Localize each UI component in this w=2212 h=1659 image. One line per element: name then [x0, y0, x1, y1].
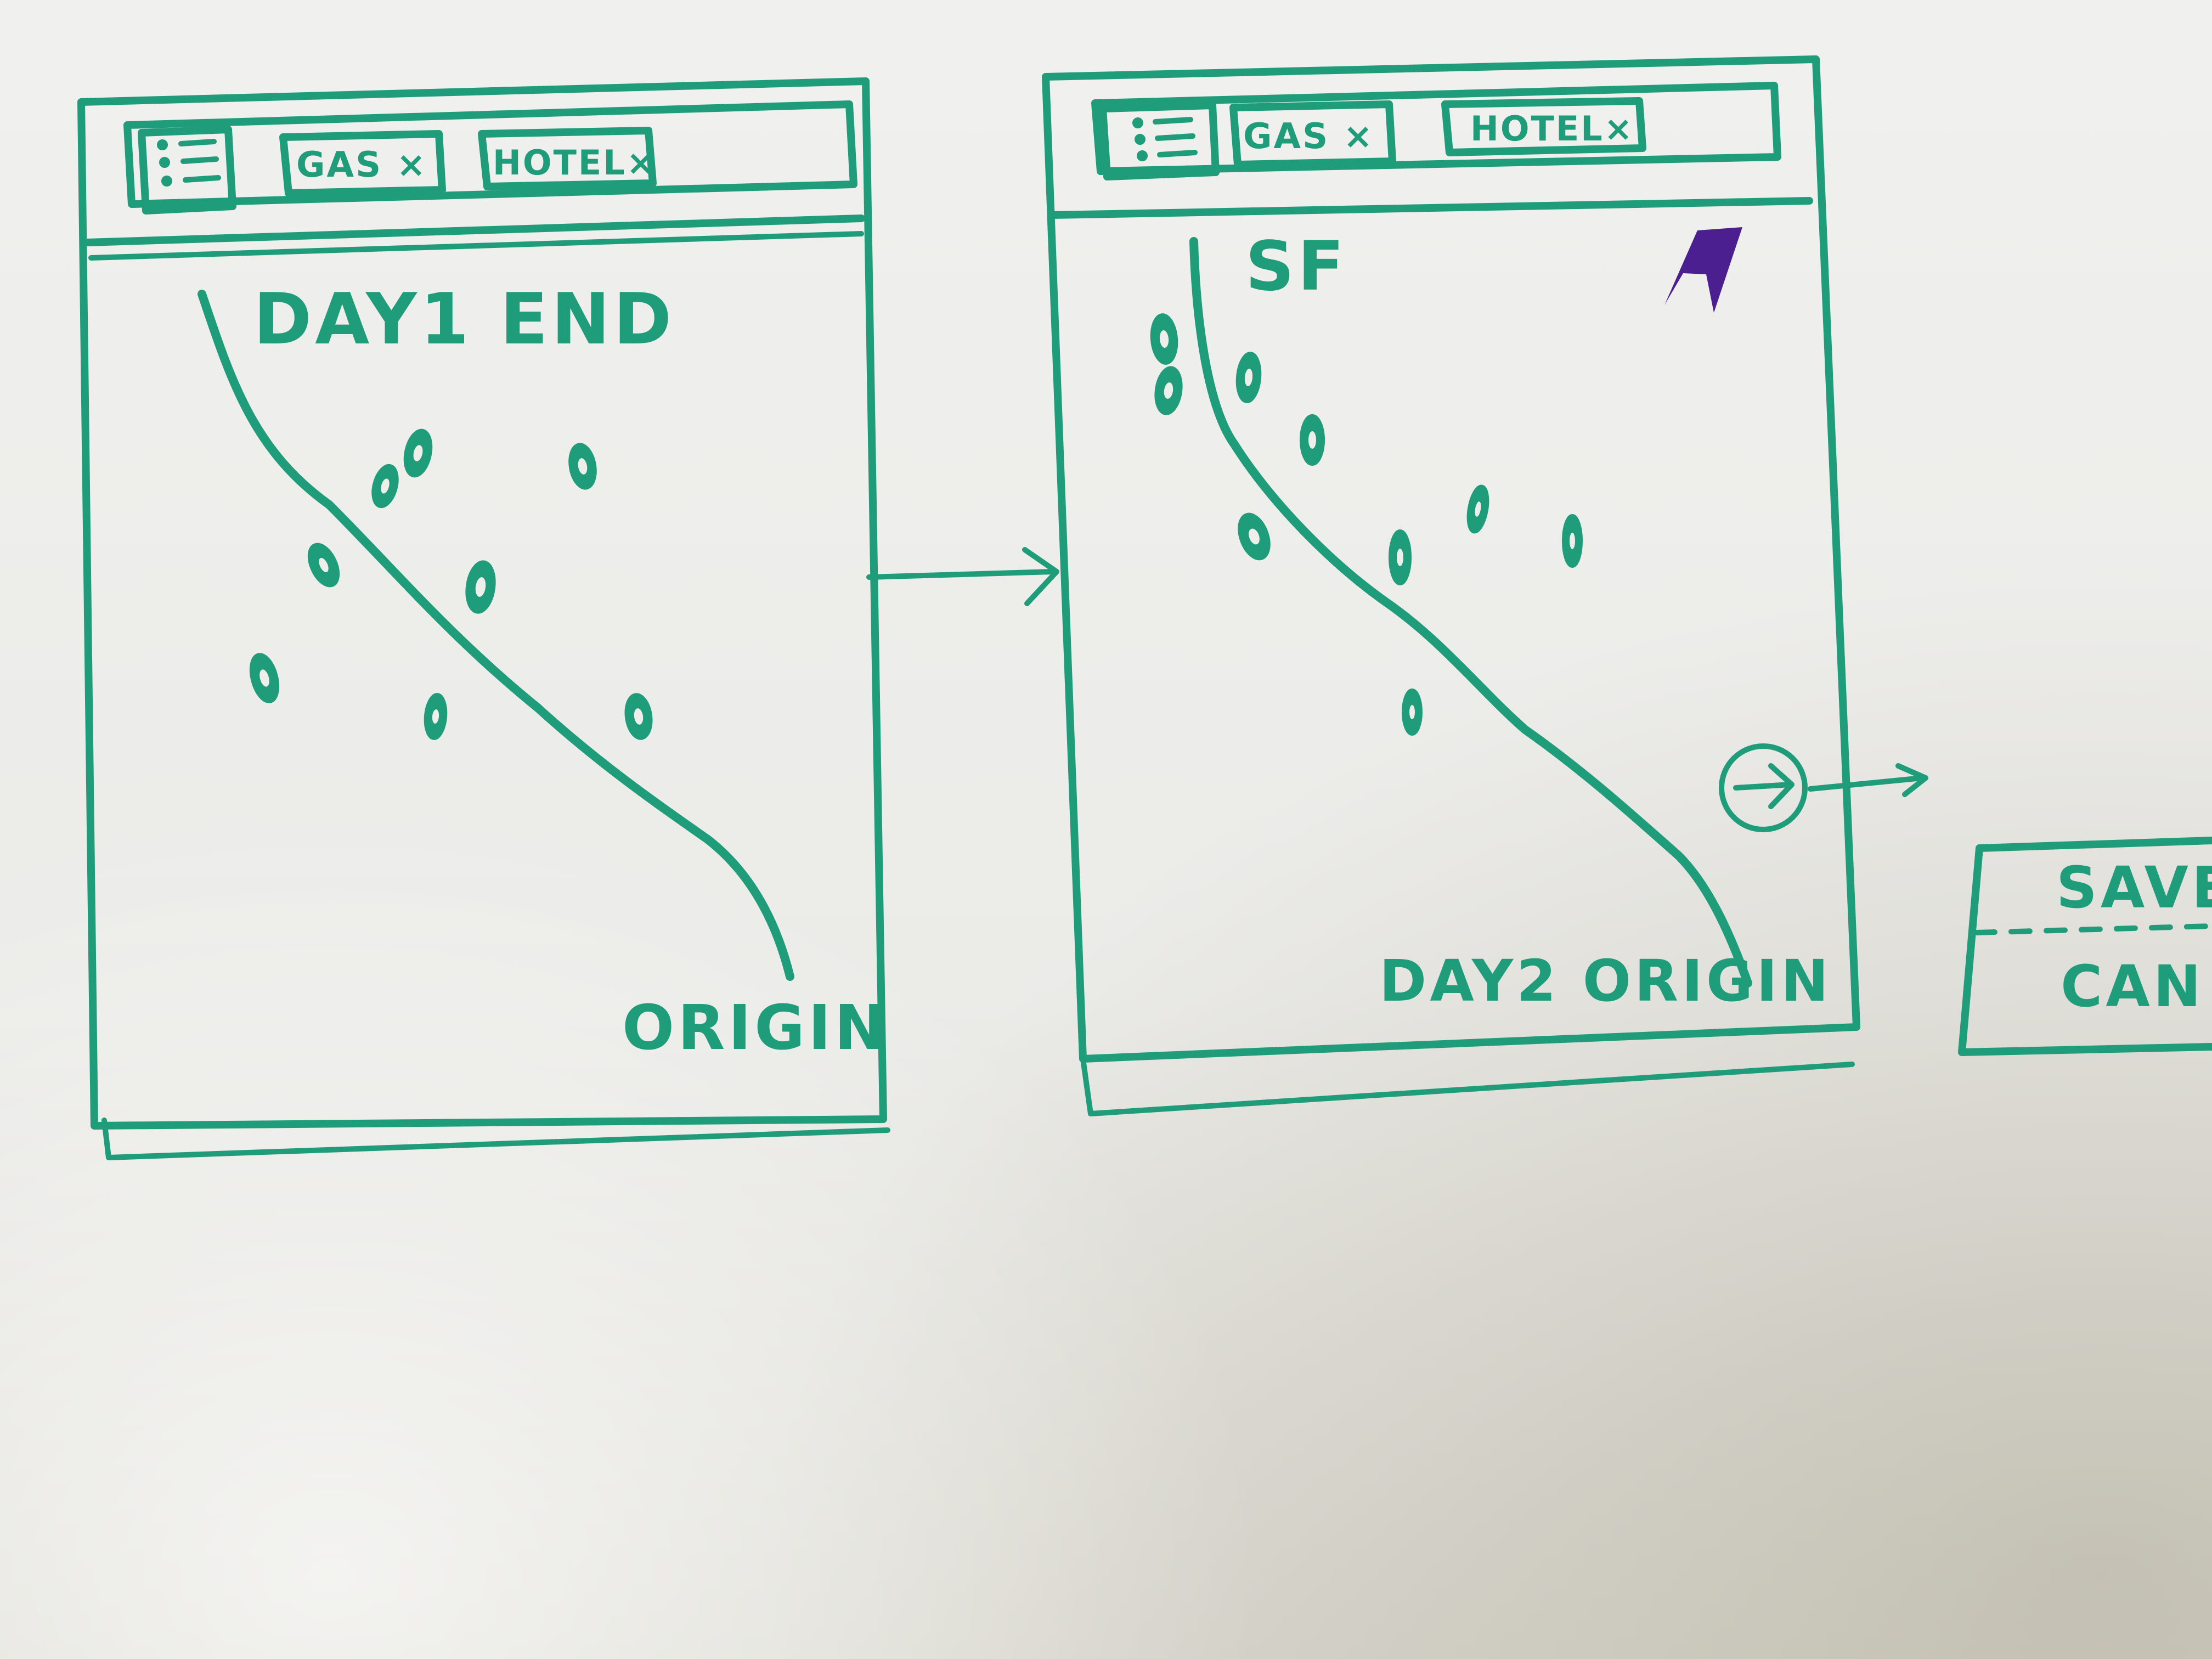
map-pin-icon[interactable] [1402, 689, 1423, 736]
flow-arrow-to-dialog [1808, 763, 1928, 797]
origin-label: ORIGIN [622, 992, 889, 1064]
menu-button[interactable] [1099, 101, 1220, 180]
map-pin-icon[interactable] [567, 443, 598, 490]
map-pin-icon[interactable] [1465, 484, 1491, 534]
next-day-button[interactable] [1719, 743, 1808, 832]
cancel-button[interactable]: CAN [2061, 953, 2204, 1020]
day2-origin-label: DAY2 ORIGIN [1379, 947, 1832, 1014]
tab-hotel[interactable]: HOTEL× [478, 127, 657, 190]
flow-arrow-to-day2 [866, 547, 1059, 606]
map-pin-icon[interactable] [1235, 352, 1262, 403]
map-pin-icon[interactable] [1562, 514, 1583, 568]
tab-gas[interactable]: GAS × [1229, 100, 1396, 168]
route-line [198, 290, 794, 981]
route-line [1189, 237, 1752, 988]
save-label: SAVE [2056, 854, 2212, 921]
menu-button[interactable] [138, 126, 236, 215]
north-arrow-icon [1664, 227, 1742, 313]
tab-gas[interactable]: GAS × [279, 130, 446, 197]
map-pin-icon[interactable] [1153, 366, 1183, 415]
map-pin-icon[interactable] [303, 540, 344, 590]
tab-bar: GAS × HOTEL× [123, 100, 857, 215]
map-pin-icon[interactable] [1234, 510, 1274, 562]
map-pin-icon[interactable] [624, 693, 654, 740]
tab-gas-label: GAS × [1243, 116, 1374, 157]
wireframe-screen-day2: GAS × HOTEL× SF DAY2 ORIGIN [1042, 55, 1860, 1116]
tab-hotel-label: HOTEL× [1470, 109, 1634, 149]
map-pin-icon[interactable] [402, 428, 435, 478]
save-button[interactable]: SAVE [2056, 854, 2212, 921]
menu-list-icon [157, 139, 221, 187]
tab-hotel-label: HOTEL× [493, 143, 657, 183]
menu-list-icon [1132, 117, 1198, 161]
wireframe-screen-day1: GAS × HOTEL× DAY1 END ORIGIN [77, 77, 890, 1160]
map-area: SF DAY2 ORIGIN [1150, 227, 1832, 1014]
map-pin-icon[interactable] [1300, 414, 1325, 466]
city-label-sf: SF [1245, 227, 1347, 306]
map-pin-icon[interactable] [246, 652, 282, 704]
tab-bar: GAS × HOTEL× [1091, 82, 1781, 180]
cancel-label: CAN [2061, 953, 2204, 1020]
save-cancel-dialog: SAVE CAN [1958, 837, 2212, 1056]
map-pin-icon[interactable] [1150, 313, 1178, 365]
arrow-right-circle-icon [1719, 743, 1808, 832]
tab-gas-label: GAS × [296, 145, 427, 185]
map-pin-icon[interactable] [464, 560, 497, 614]
map-pin-icon[interactable] [369, 463, 401, 509]
map-area: DAY1 END ORIGIN [198, 279, 889, 1064]
tab-hotel[interactable]: HOTEL× [1441, 97, 1646, 156]
map-pin-icon[interactable] [1389, 529, 1412, 585]
day1-end-label: DAY1 END [253, 279, 675, 360]
map-pin-icon[interactable] [424, 693, 448, 740]
